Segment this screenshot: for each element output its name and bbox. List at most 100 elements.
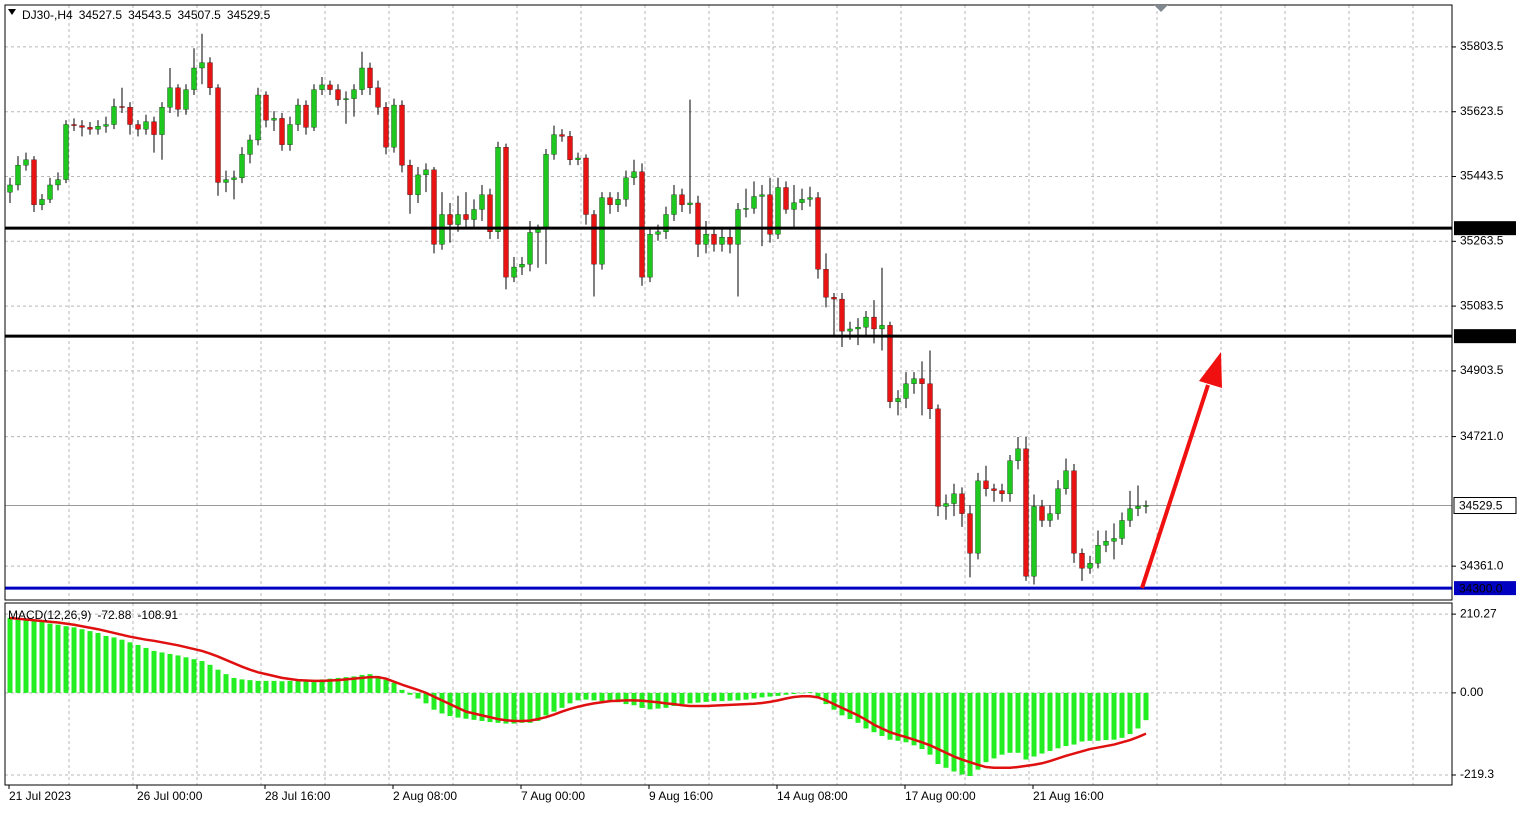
histogram-bar (255, 680, 261, 693)
histogram-bar (623, 692, 629, 705)
histogram-bar (583, 692, 589, 700)
x-tick-label: 7 Aug 00:00 (521, 789, 585, 803)
candle-body (63, 124, 69, 180)
candle-body (191, 67, 197, 90)
histogram-bar (967, 692, 973, 777)
histogram-bar (903, 692, 909, 743)
candle-body (279, 118, 285, 145)
histogram-bar (479, 692, 485, 721)
candle-body (959, 493, 965, 514)
histogram-bar (1135, 692, 1141, 729)
histogram-bar (223, 674, 229, 693)
x-tick-label: 26 Jul 00:00 (137, 789, 203, 803)
histogram-bar (775, 692, 781, 696)
x-tick-label: 17 Aug 00:00 (905, 789, 976, 803)
candle-body (767, 194, 773, 235)
histogram-bar (263, 680, 269, 693)
menu-triangle[interactable] (8, 9, 16, 15)
candle-body (615, 199, 621, 205)
histogram-bar (495, 692, 501, 723)
candle-body (351, 89, 357, 99)
candle-body (975, 480, 981, 554)
candle-body (887, 325, 893, 402)
candle-body (775, 187, 781, 235)
candle-body (1015, 448, 1021, 461)
candle-body (367, 67, 373, 88)
y-tick-label: -219.3 (1460, 767, 1494, 781)
histogram-bar (351, 676, 357, 693)
histogram-bar (39, 621, 45, 693)
histogram-bar (47, 623, 53, 693)
histogram-bar (1063, 692, 1069, 747)
candle-body (511, 266, 517, 278)
histogram-bar (695, 692, 701, 703)
histogram-bar (127, 642, 133, 693)
candle-body (119, 106, 125, 108)
candle-body (1031, 506, 1037, 577)
histogram-bar (143, 647, 149, 693)
candle-body (807, 197, 813, 200)
histogram-bar (527, 692, 533, 723)
histogram-bar (247, 680, 253, 693)
arrow-head (1199, 352, 1222, 388)
candle-body (903, 383, 909, 399)
histogram-bar (1007, 692, 1013, 753)
current-price-label: 34529.5 (1459, 499, 1503, 513)
candle-body (759, 194, 765, 197)
histogram-bar (743, 692, 749, 700)
candle-body (623, 177, 629, 200)
candle-body (303, 104, 309, 128)
y-tick-label: 35443.5 (1460, 169, 1504, 183)
candle-body (415, 174, 421, 195)
candle-body (871, 316, 877, 330)
candle-body (535, 229, 541, 233)
candle-body (527, 232, 533, 265)
histogram-bar (103, 635, 109, 693)
histogram-bar (71, 627, 77, 693)
candle-body (423, 169, 429, 176)
histogram-bar (575, 692, 581, 701)
candle-body (647, 234, 653, 278)
candle-body (591, 214, 597, 265)
candle-body (999, 490, 1005, 494)
plot-layer: 35803.5 35623.5 35443.5 35263.5 35083.5 34903… (5, 8, 1517, 803)
histogram-bar (63, 626, 69, 693)
candle-body (751, 196, 757, 209)
histogram-bar (215, 669, 221, 693)
candle-body (1143, 505, 1149, 507)
histogram-bar (607, 692, 613, 701)
signal-line (9, 616, 1147, 770)
candle-body (559, 134, 565, 137)
histogram-bar (343, 677, 349, 693)
candle-body (359, 67, 365, 90)
candle-body (951, 493, 957, 504)
candle-body (919, 378, 925, 384)
title-part: DJ30-,H4 (22, 8, 73, 22)
histogram-bar (1079, 692, 1085, 742)
candle-body (167, 87, 173, 108)
macd-pane-frame (4, 602, 1453, 786)
candle-body (175, 87, 181, 110)
candle-body (719, 237, 725, 245)
indicator-value: -72.88 (97, 608, 131, 622)
shift-marker[interactable] (1154, 5, 1168, 12)
candle-body (687, 202, 693, 205)
candle-body (855, 327, 861, 330)
histogram-bar (751, 692, 757, 699)
histogram-bar (463, 692, 469, 719)
histogram-bar (95, 632, 101, 693)
histogram-bar (935, 692, 941, 765)
candle-body (743, 208, 749, 210)
candle-body (607, 197, 613, 205)
histogram-bar (999, 692, 1005, 755)
histogram-bar (983, 692, 989, 763)
candle-body (495, 147, 501, 232)
candle-body (183, 89, 189, 110)
candle-body (1127, 508, 1133, 521)
candle-body (599, 197, 605, 265)
price-pane-frame (4, 4, 1453, 601)
histogram-bar (287, 680, 293, 693)
candle-body (7, 184, 13, 193)
candle-body (239, 154, 245, 178)
candle-body (1135, 506, 1141, 509)
